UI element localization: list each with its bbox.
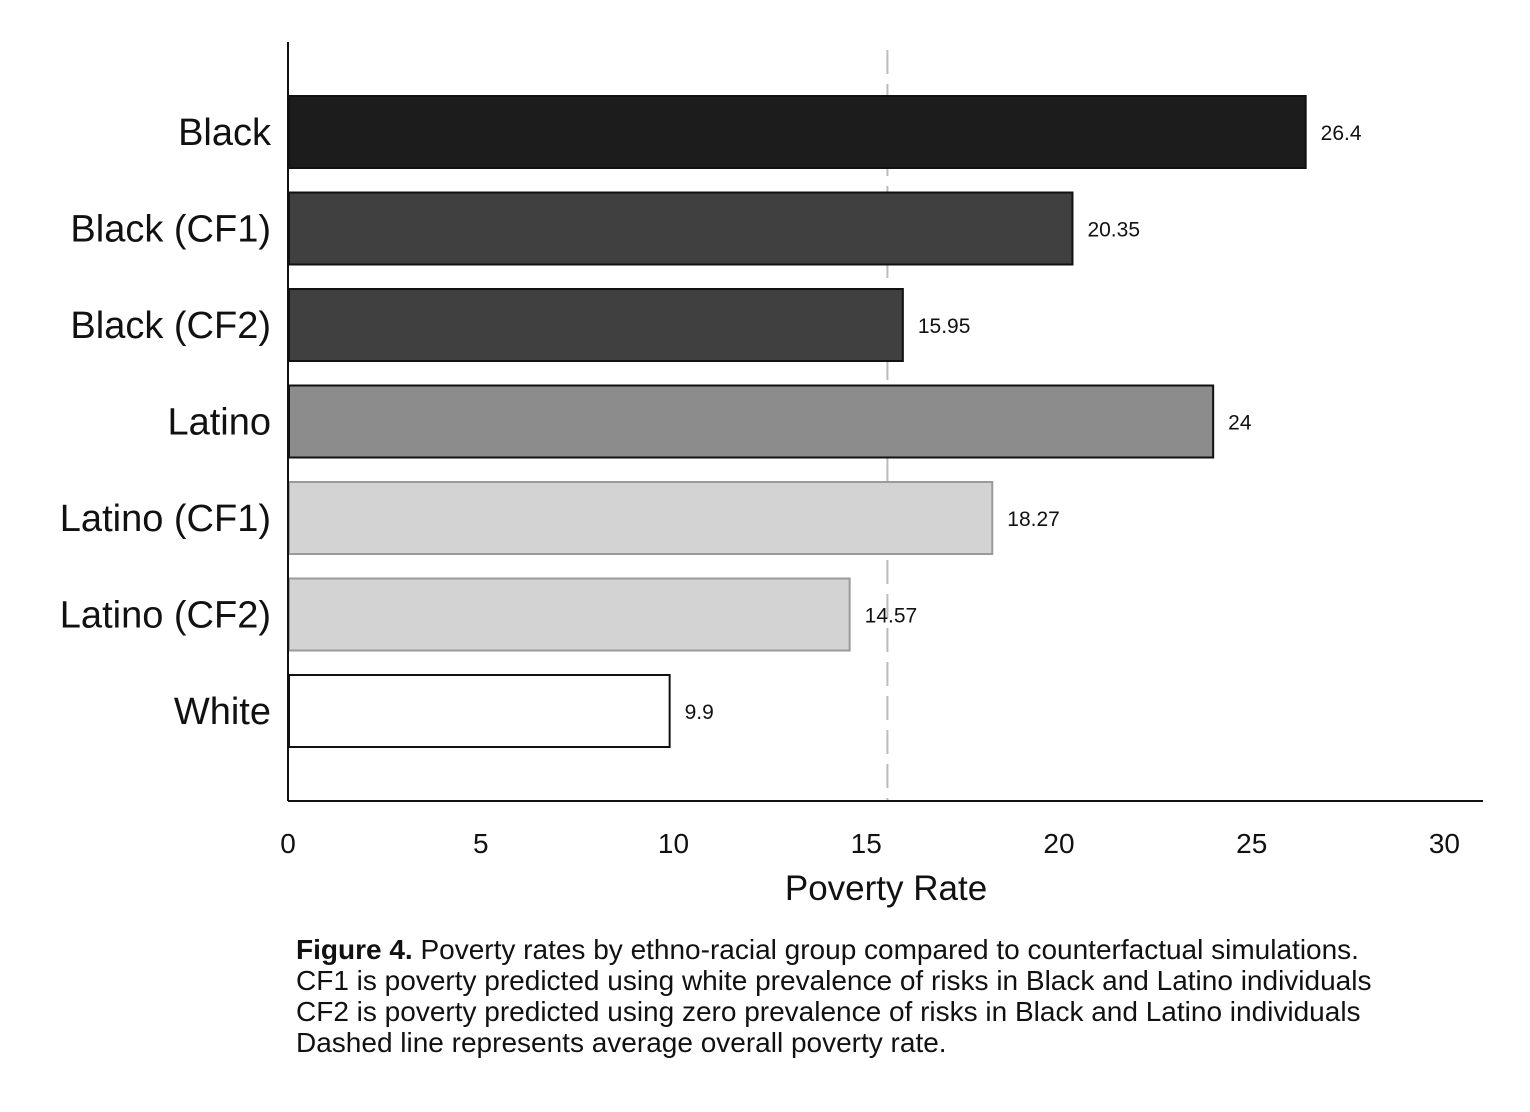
value-label-black-cf2: 15.95 [918,315,971,338]
bar-black-cf1 [288,191,1074,266]
bar-latino-cf1 [288,481,994,555]
bar-chart: Black 26.4 Black (CF1) 20.35 Black (CF2) 15.9… [60,42,1483,908]
bars-layer: Black 26.4 Black (CF1) 20.35 Black (CF2) 15.9… [60,95,1362,748]
category-label-black-cf1: Black (CF1) [70,209,271,251]
x-tick-label-15: 15 [851,828,882,859]
category-label-white: White [174,691,271,733]
caption-line-cf1: CF1 is poverty predicted using white pre… [296,965,1372,996]
value-label-latino: 24 [1228,412,1252,435]
caption-title: Poverty rates by ethno-racial group comp… [412,934,1359,965]
category-label-black: Black [178,112,272,154]
x-tick-label-30: 30 [1429,828,1460,859]
x-tick-label-20: 20 [1043,828,1074,859]
axis-layer: 0 5 10 15 20 25 30 [280,42,1483,859]
bar-white [288,674,671,748]
value-label-black: 26.4 [1321,122,1362,145]
caption-line-dashed: Dashed line represents average overall p… [296,1027,947,1058]
bar-black [288,95,1307,169]
x-tick-label-25: 25 [1236,828,1267,859]
bar-latino [288,384,1215,459]
value-label-black-cf1: 20.35 [1087,219,1140,242]
caption-figure-label: Figure 4. [296,934,413,965]
caption-line-cf2: CF2 is poverty predicted using zero prev… [296,996,1361,1027]
value-label-white: 9.9 [685,701,714,724]
category-label-latino-cf2: Latino (CF2) [60,595,271,637]
x-tick-label-0: 0 [280,828,296,859]
value-label-latino-cf2: 14.57 [865,605,918,628]
value-label-latino-cf1: 18.27 [1007,508,1060,531]
x-tick-label-10: 10 [658,828,689,859]
x-axis-title: Poverty Rate [785,869,987,908]
category-label-latino-cf1: Latino (CF1) [60,498,271,540]
caption-title-line: Figure 4. Poverty rates by ethno-racial … [296,934,1496,965]
bar-latino-cf2 [288,577,851,652]
bar-black-cf2 [288,288,904,362]
x-tick-label-5: 5 [473,828,489,859]
category-label-black-cf2: Black (CF2) [70,305,271,347]
category-label-latino: Latino [167,402,271,444]
figure-caption: Figure 4. Poverty rates by ethno-racial … [296,934,1496,1058]
